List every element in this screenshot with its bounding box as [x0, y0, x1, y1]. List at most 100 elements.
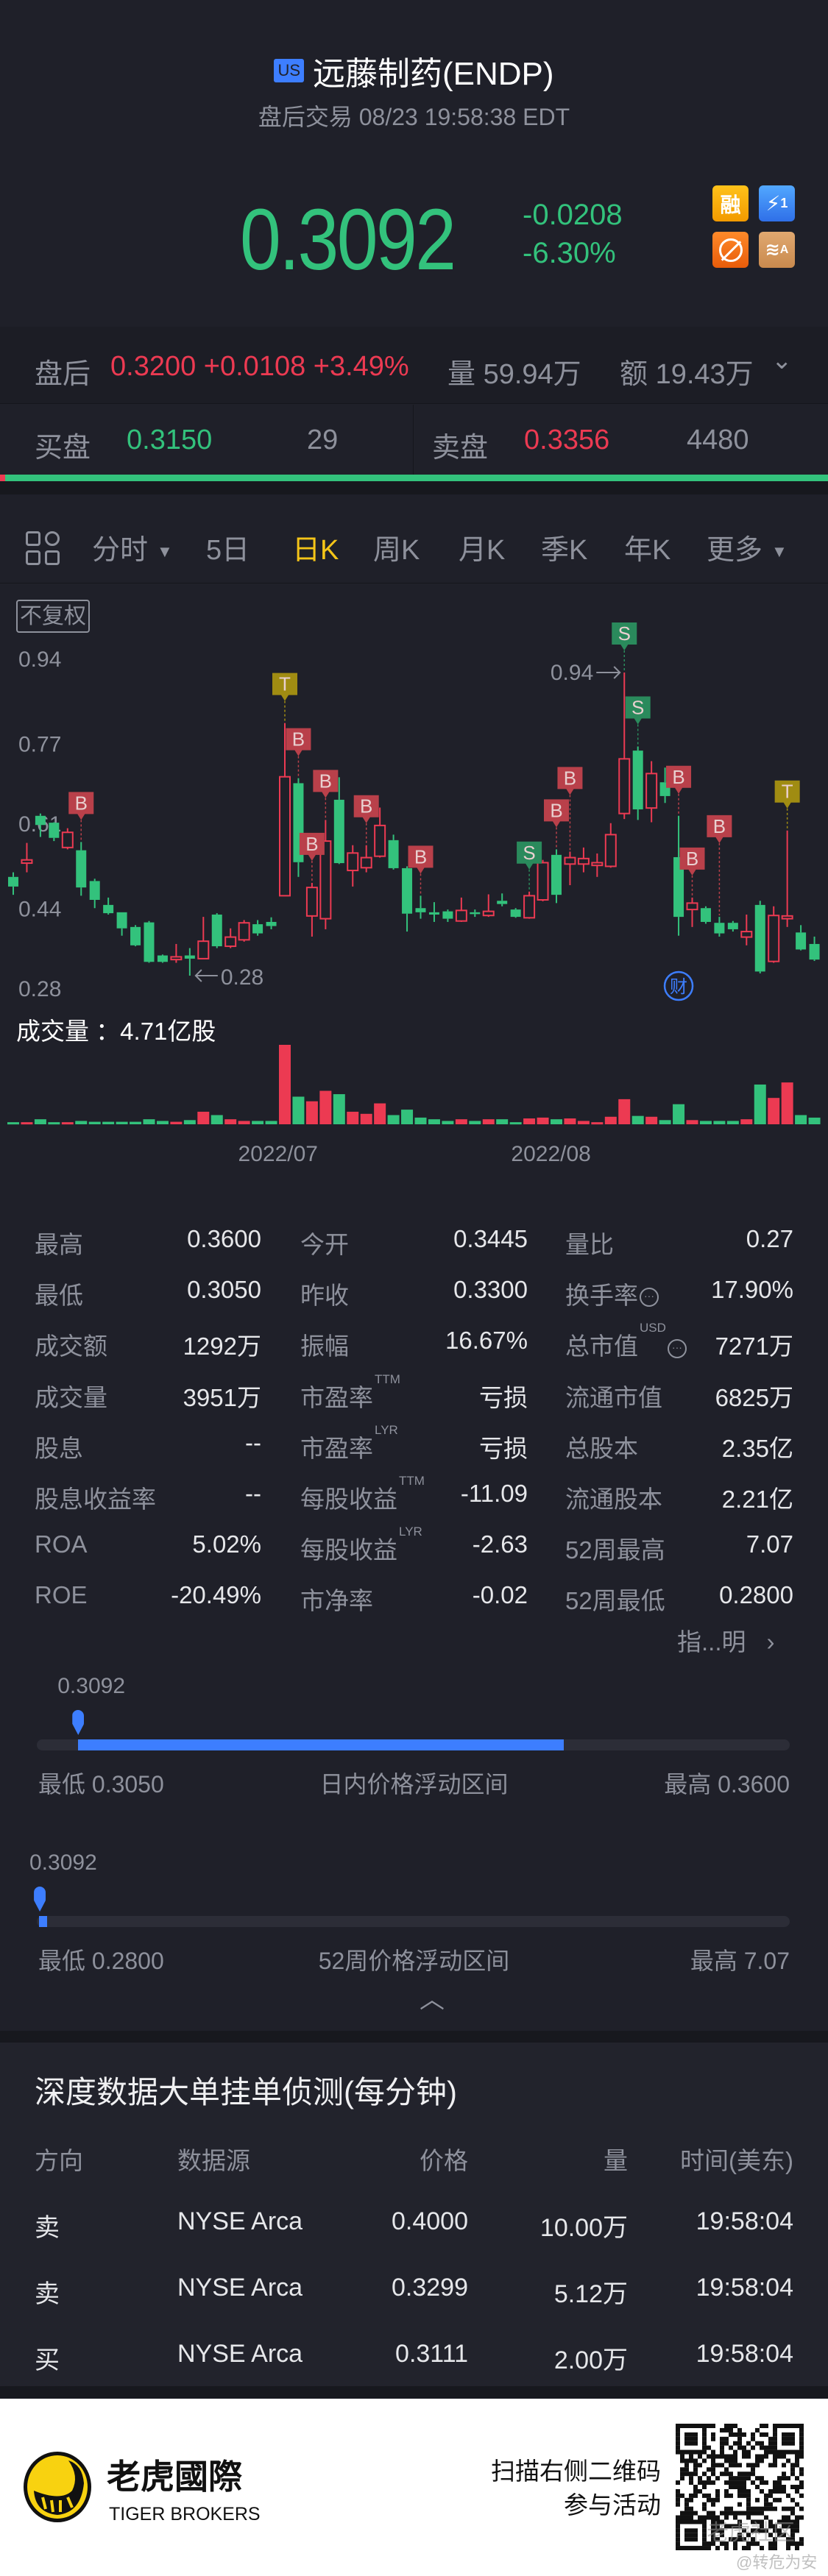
- qr-module: [782, 2488, 786, 2494]
- range-low: 最低 0.3050: [38, 1771, 164, 1798]
- signal-marker-B[interactable]: B: [299, 832, 325, 881]
- candle-body: [809, 943, 820, 960]
- qr-module: [676, 2541, 680, 2547]
- qr-module: [720, 2528, 724, 2533]
- qr-module: [799, 2424, 804, 2428]
- candle-body: [130, 926, 141, 945]
- stat-label[interactable]: 总市值USD···: [565, 1321, 687, 1362]
- qr-module: [729, 2511, 733, 2516]
- qr-module: [768, 2533, 773, 2538]
- qr-module: [715, 2454, 720, 2459]
- qr-module: [799, 2432, 804, 2437]
- signal-marker-S[interactable]: S: [625, 696, 651, 745]
- signal-marker-B[interactable]: B: [544, 799, 569, 848]
- signal-marker-B[interactable]: B: [286, 728, 311, 777]
- after-hours-amount: 额 19.43万: [620, 359, 754, 390]
- tab-2[interactable]: 日K: [292, 527, 339, 567]
- layers-icon[interactable]: ≋ A: [759, 232, 795, 268]
- kline-chart[interactable]: 0.940.770.610.440.28BTBBBBBSBBSSBBBT0.94…: [0, 589, 828, 1177]
- qr-module: [729, 2424, 733, 2428]
- marker-flag: [625, 696, 651, 725]
- stat-label[interactable]: 换手率 ···: [565, 1276, 659, 1311]
- lightning-icon[interactable]: ⚡ 1: [759, 185, 795, 221]
- signal-marker-B[interactable]: B: [313, 770, 339, 819]
- volume-bar: [143, 1119, 155, 1124]
- qr-module: [773, 2524, 777, 2529]
- qr-module: [702, 2432, 707, 2437]
- candle: [442, 909, 453, 922]
- tab-4[interactable]: 月K: [459, 527, 505, 567]
- qr-module: [711, 2454, 715, 2459]
- info-dots-icon[interactable]: ···: [667, 1338, 687, 1358]
- signal-marker-T[interactable]: T: [774, 780, 800, 829]
- stat-value: 17.90%: [711, 1276, 793, 1304]
- qr-module: [689, 2533, 693, 2538]
- qr-module: [773, 2541, 777, 2547]
- stats-more-link[interactable]: 指...明 ›: [677, 1628, 775, 1656]
- tab-3[interactable]: 周K: [373, 527, 420, 567]
- stat-value: 5.02%: [192, 1530, 261, 1558]
- no-short-icon[interactable]: [712, 232, 749, 268]
- qr-module: [711, 2467, 715, 2472]
- adjust-toggle[interactable]: 不复权: [16, 600, 90, 633]
- qr-module: [680, 2467, 684, 2472]
- signal-marker-B[interactable]: B: [557, 767, 583, 851]
- signal-marker-T[interactable]: T: [272, 673, 297, 722]
- marker-letter: B: [292, 728, 305, 751]
- collapse-chevron-up-icon[interactable]: ︿: [420, 1986, 445, 2014]
- qr-code[interactable]: [676, 2424, 804, 2550]
- qr-module: [702, 2458, 707, 2463]
- qr-module: [737, 2511, 742, 2516]
- tab-1[interactable]: 5日: [206, 527, 250, 567]
- qr-module: [733, 2424, 737, 2428]
- qr-module: [689, 2472, 693, 2477]
- after-hours-row[interactable]: [0, 327, 828, 403]
- signal-marker-B[interactable]: B: [353, 795, 379, 844]
- signal-marker-S[interactable]: S: [612, 622, 637, 671]
- qr-module: [790, 2537, 795, 2542]
- volume-bar: [292, 1096, 305, 1124]
- qr-module: [720, 2454, 724, 2459]
- tab-5[interactable]: 季K: [541, 527, 587, 567]
- tab-7[interactable]: 更多 ▼: [707, 527, 788, 567]
- candle-body: [266, 921, 277, 926]
- candle-body: [442, 911, 453, 919]
- signal-marker-B[interactable]: B: [666, 765, 692, 815]
- candle-body: [455, 909, 467, 922]
- qr-module: [746, 2441, 751, 2446]
- tab-0[interactable]: 分时 ▼: [92, 527, 173, 567]
- qr-module: [795, 2463, 799, 2468]
- chevron-down-icon[interactable]: ⌄: [771, 347, 793, 375]
- stat-label: 每股收益TTM: [300, 1474, 425, 1513]
- qr-module: [782, 2506, 786, 2511]
- qr-module: [786, 2541, 790, 2547]
- qr-module: [777, 2519, 782, 2524]
- tab-6[interactable]: 年K: [624, 527, 670, 567]
- layout-grid-icon[interactable]: [26, 531, 60, 565]
- signal-marker-B[interactable]: B: [679, 847, 705, 896]
- signal-marker-B[interactable]: B: [707, 815, 732, 916]
- qr-module: [742, 2485, 746, 2490]
- volume-bar: [618, 1099, 631, 1124]
- qr-module: [755, 2511, 760, 2516]
- y-tick-label: 0.94: [18, 647, 61, 672]
- qr-module: [799, 2541, 804, 2547]
- volume-bar: [48, 1122, 60, 1125]
- signal-marker-B[interactable]: B: [408, 845, 434, 895]
- candle-body: [252, 924, 263, 934]
- candle: [455, 897, 467, 922]
- qr-module: [733, 2441, 737, 2446]
- stat-value: 亏损: [479, 1434, 528, 1462]
- margin-icon[interactable]: 融: [712, 185, 749, 221]
- signal-marker-S[interactable]: S: [517, 841, 542, 890]
- signal-marker-B[interactable]: B: [68, 792, 94, 841]
- qr-module: [773, 2463, 777, 2468]
- earnings-icon[interactable]: [663, 971, 694, 1001]
- candle-body: [279, 776, 291, 897]
- qr-module: [684, 2546, 689, 2550]
- qr-module: [684, 2472, 689, 2477]
- info-dots-icon[interactable]: ···: [640, 1288, 659, 1307]
- section-gap: [0, 2386, 828, 2399]
- arrow-right-icon: [596, 666, 621, 679]
- y-tick-label: 0.77: [18, 732, 61, 756]
